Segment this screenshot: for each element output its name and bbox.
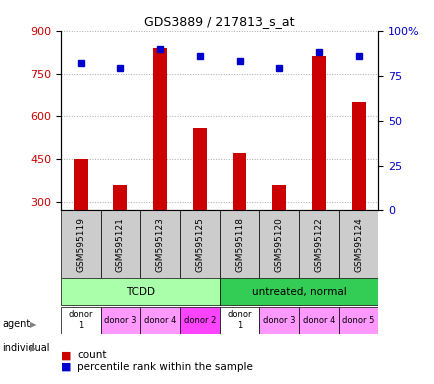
Bar (192, 128, 206, 210)
Bar (153, 48, 167, 210)
Bar (351, 102, 365, 210)
Text: donor 4: donor 4 (302, 316, 334, 324)
Text: donor
1: donor 1 (68, 310, 93, 330)
Text: ■: ■ (61, 350, 71, 360)
Text: GSM595124: GSM595124 (353, 217, 362, 271)
Bar (219, 306, 259, 334)
Text: GSM595122: GSM595122 (314, 217, 322, 271)
Text: donor 3: donor 3 (263, 316, 295, 324)
Bar (140, 306, 180, 334)
Text: GSM595125: GSM595125 (195, 217, 204, 271)
Text: agent: agent (2, 319, 30, 329)
Bar (232, 154, 246, 210)
Bar (219, 210, 259, 278)
Bar (180, 210, 219, 278)
Text: GSM595123: GSM595123 (155, 217, 164, 271)
Bar (140, 210, 180, 278)
Bar (338, 306, 378, 334)
Text: ▶: ▶ (30, 344, 36, 353)
Bar (338, 210, 378, 278)
Text: donor 5: donor 5 (342, 316, 374, 324)
Text: GSM595118: GSM595118 (234, 217, 243, 272)
Text: individual: individual (2, 343, 49, 353)
Text: GSM595120: GSM595120 (274, 217, 283, 271)
Bar (61, 278, 219, 305)
Text: percentile rank within the sample: percentile rank within the sample (77, 362, 253, 372)
Bar (311, 56, 325, 210)
Bar (272, 185, 286, 210)
Text: donor 4: donor 4 (144, 316, 176, 324)
Text: ■: ■ (61, 362, 71, 372)
Bar (113, 185, 127, 210)
Text: untreated, normal: untreated, normal (251, 287, 345, 297)
Text: TCDD: TCDD (125, 287, 155, 297)
Bar (219, 278, 378, 305)
Bar (61, 306, 100, 334)
Text: count: count (77, 350, 107, 360)
Bar (100, 306, 140, 334)
Bar (61, 210, 100, 278)
Text: donor
1: donor 1 (227, 310, 251, 330)
Bar (299, 306, 338, 334)
Text: GSM595119: GSM595119 (76, 217, 85, 272)
Bar (299, 210, 338, 278)
Bar (259, 210, 299, 278)
Text: GSM595121: GSM595121 (116, 217, 125, 271)
Bar (100, 210, 140, 278)
Bar (74, 159, 88, 210)
Bar (180, 306, 219, 334)
Text: donor 3: donor 3 (104, 316, 136, 324)
Text: ▶: ▶ (30, 320, 36, 329)
Bar (259, 306, 299, 334)
Text: donor 2: donor 2 (183, 316, 216, 324)
Title: GDS3889 / 217813_s_at: GDS3889 / 217813_s_at (144, 15, 294, 28)
